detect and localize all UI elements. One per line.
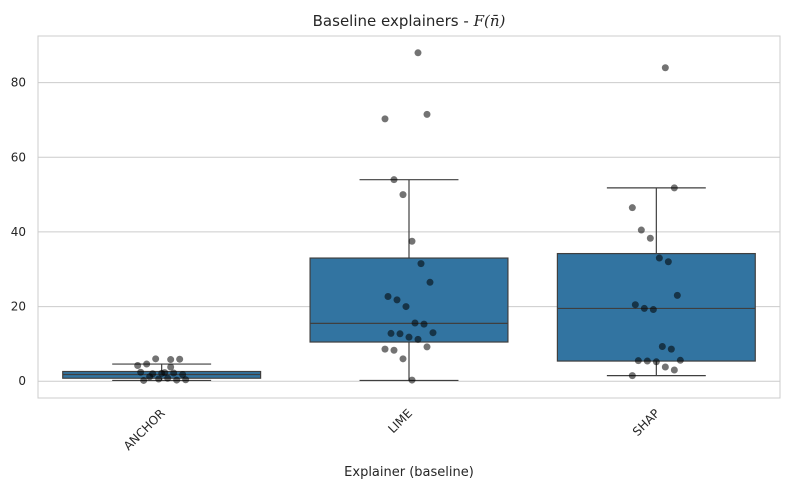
y-tick-label: 40 (11, 225, 26, 239)
data-point (655, 254, 663, 262)
data-point (173, 376, 181, 384)
data-point (143, 360, 151, 368)
data-point (399, 355, 407, 363)
data-point (402, 303, 410, 311)
y-tick-label: 80 (11, 76, 26, 90)
data-point (631, 301, 639, 309)
data-point (396, 330, 404, 338)
data-point (658, 342, 666, 350)
data-point (423, 110, 431, 118)
data-point (423, 343, 431, 351)
data-point (384, 292, 392, 300)
data-point (417, 260, 425, 268)
box-iqr (556, 252, 756, 362)
data-point (140, 376, 148, 384)
data-point (676, 356, 684, 364)
data-point (381, 115, 389, 123)
data-point (664, 258, 672, 266)
data-point (408, 237, 416, 245)
y-tick-label: 20 (11, 300, 26, 314)
data-point (649, 306, 657, 314)
y-tick-label: 60 (11, 150, 26, 164)
x-axis-label: Explainer (baseline) (344, 465, 474, 480)
box-shap (556, 187, 756, 377)
data-point (661, 64, 669, 72)
data-point (637, 226, 645, 234)
data-point (670, 366, 678, 374)
data-point (411, 319, 419, 327)
box-iqr (309, 257, 509, 343)
data-point (155, 375, 163, 383)
x-tick-label: SHAP (630, 406, 663, 439)
data-point (628, 372, 636, 380)
x-tick-label: ANCHOR (121, 406, 168, 453)
data-point (628, 204, 636, 212)
data-point (167, 356, 175, 364)
data-point (652, 358, 660, 366)
data-point (405, 333, 413, 341)
data-point (149, 370, 157, 378)
data-point (167, 363, 175, 371)
y-tick-label: 0 (18, 374, 26, 388)
data-point (426, 278, 434, 286)
data-point (408, 376, 416, 384)
data-point (643, 357, 651, 365)
strip-points (134, 49, 684, 384)
data-point (414, 335, 422, 343)
chart-title: Baseline explainers - F(n̄) (313, 12, 506, 30)
data-point (670, 184, 678, 192)
data-point (381, 345, 389, 353)
data-point (179, 370, 187, 378)
y-tick-labels: 0 20 40 60 80 (11, 76, 26, 389)
data-point (673, 291, 681, 299)
data-point (667, 345, 675, 353)
data-point (387, 329, 395, 337)
data-point (634, 357, 642, 365)
data-point (170, 369, 178, 377)
data-point (137, 368, 145, 376)
data-point (429, 329, 437, 337)
data-point (390, 176, 398, 184)
chart-title-prefix: Baseline explainers - (313, 12, 474, 30)
data-point (420, 320, 428, 328)
data-point (414, 49, 422, 57)
data-point (134, 362, 142, 370)
data-point (152, 355, 160, 363)
chart-title-math: F(n̄) (473, 12, 506, 30)
data-point (646, 234, 654, 242)
data-point (390, 346, 398, 354)
x-tick-labels: ANCHOR LIME SHAP (121, 406, 663, 453)
data-point (640, 304, 648, 312)
box-lime (309, 179, 509, 382)
data-point (164, 374, 172, 382)
data-point (393, 296, 401, 304)
x-tick-label: LIME (385, 406, 415, 436)
data-point (399, 191, 407, 199)
data-point (176, 355, 184, 363)
data-point (661, 363, 669, 371)
data-point (182, 376, 190, 384)
data-point (158, 369, 166, 377)
